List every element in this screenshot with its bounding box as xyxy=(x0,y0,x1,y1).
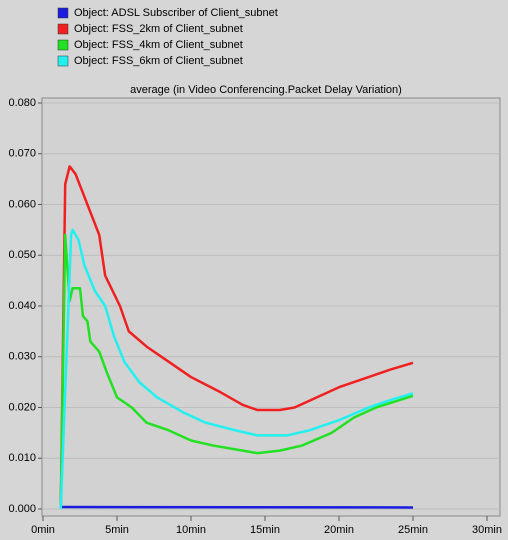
series-line xyxy=(60,505,414,509)
y-tick-label: 0.080 xyxy=(8,97,36,109)
y-tick-label: 0.000 xyxy=(8,503,36,515)
legend-label: Object: ADSL Subscriber of Client_subnet xyxy=(74,7,278,19)
x-tick-label: 0min xyxy=(31,524,55,536)
y-tick-label: 0.070 xyxy=(8,148,36,160)
legend-label: Object: FSS_4km of Client_subnet xyxy=(74,39,243,51)
x-tick-label: 5min xyxy=(105,524,129,536)
y-tick-label: 0.040 xyxy=(8,300,36,312)
series-line xyxy=(59,233,414,510)
y-tick-label: 0.020 xyxy=(8,401,36,413)
series-line xyxy=(59,228,414,510)
series-line xyxy=(59,165,414,510)
legend-swatch xyxy=(57,39,69,51)
y-tick-label: 0.050 xyxy=(8,249,36,261)
y-tick-label: 0.060 xyxy=(8,198,36,210)
legend-swatch xyxy=(57,7,69,19)
x-tick-label: 15min xyxy=(250,524,280,536)
x-tick-label: 20min xyxy=(324,524,354,536)
legend-swatch xyxy=(57,23,69,35)
plot-area xyxy=(41,97,501,517)
chart-title: average (in Video Conferencing.Packet De… xyxy=(130,84,402,96)
x-tick-label: 25min xyxy=(398,524,428,536)
legend-swatch xyxy=(57,55,69,67)
legend-label: Object: FSS_2km of Client_subnet xyxy=(74,23,243,35)
legend-label: Object: FSS_6km of Client_subnet xyxy=(74,55,243,67)
y-tick-label: 0.030 xyxy=(8,351,36,363)
x-tick-label: 30min xyxy=(472,524,502,536)
y-tick-label: 0.010 xyxy=(8,452,36,464)
x-tick-label: 10min xyxy=(176,524,206,536)
